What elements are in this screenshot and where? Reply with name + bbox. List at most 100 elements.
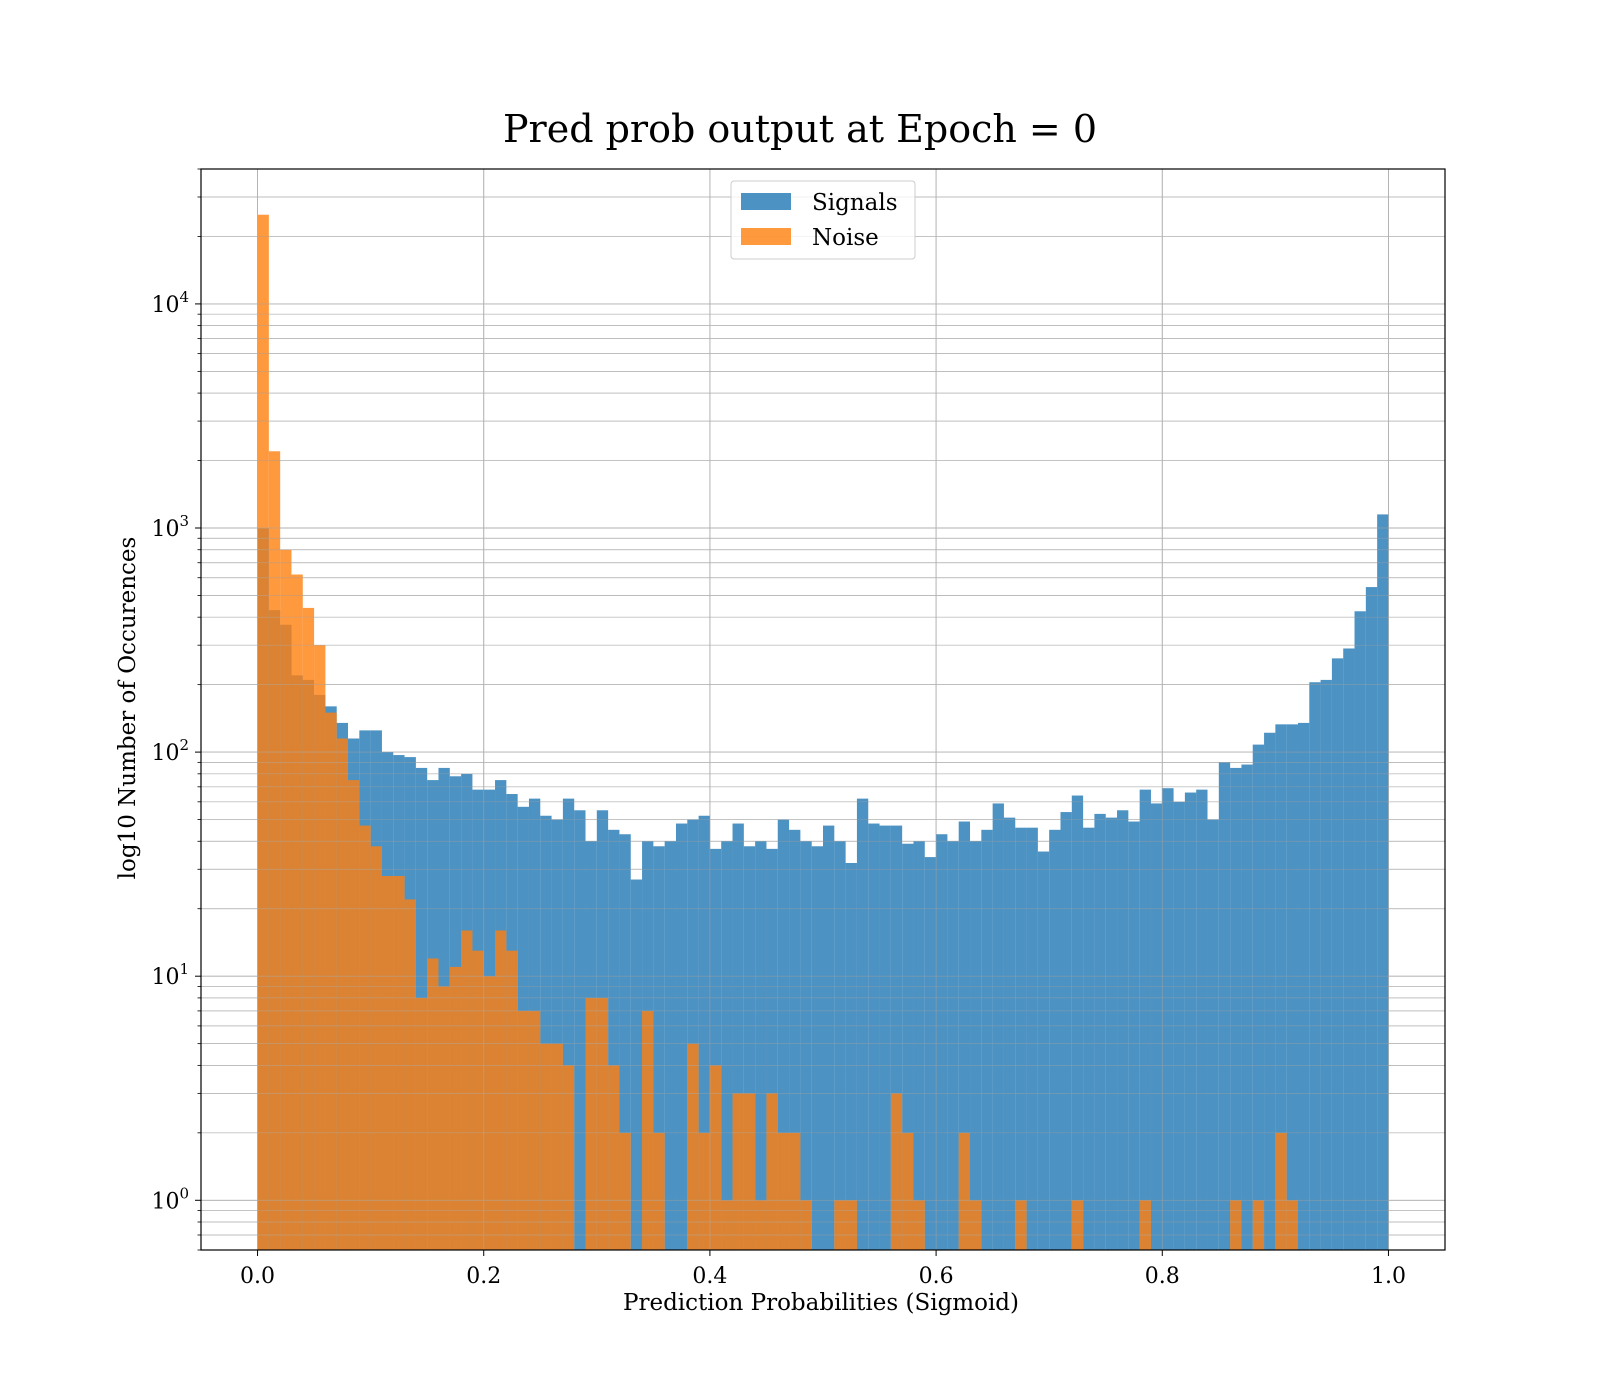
bar-signals: [1049, 829, 1061, 1250]
bar-noise: [970, 1200, 982, 1250]
bar-signals: [755, 841, 767, 1250]
bar-noise: [1230, 1200, 1242, 1250]
bar-signals: [562, 798, 575, 1250]
bar-signals: [1354, 611, 1366, 1250]
bar-noise: [709, 1065, 722, 1250]
x-tick-label: 0.6: [919, 1264, 954, 1289]
bar-signals: [698, 815, 710, 1250]
bar-signals: [653, 846, 665, 1250]
series-noise: [257, 214, 1298, 1251]
bar-signals: [664, 841, 676, 1250]
bar-noise: [495, 930, 507, 1250]
bar-signals: [992, 803, 1004, 1250]
bar-signals: [1286, 724, 1298, 1250]
bar-noise: [517, 1010, 529, 1250]
bar-noise: [562, 1065, 575, 1250]
bar-noise: [721, 1200, 733, 1250]
bar-signals: [868, 823, 880, 1250]
bar-signals: [1196, 789, 1208, 1250]
bar-signals: [890, 825, 903, 1250]
bar-signals: [1184, 792, 1197, 1250]
bar-signals: [709, 848, 722, 1250]
bar-signals: [1003, 817, 1016, 1250]
bar-noise: [1275, 1132, 1287, 1250]
bar-signals: [1275, 724, 1287, 1250]
bar-signals: [1139, 789, 1151, 1250]
bar-signals: [947, 841, 959, 1250]
bar-noise: [732, 1093, 744, 1250]
bar-noise: [325, 712, 337, 1250]
bars-layer: [257, 214, 1389, 1251]
legend-swatch-signals: [741, 193, 791, 210]
bar-noise: [890, 1093, 903, 1250]
bar-signals: [1037, 851, 1050, 1250]
bar-noise: [766, 1093, 778, 1250]
bar-noise: [585, 997, 597, 1250]
y-tick-label: 102: [151, 736, 189, 766]
y-tick-label: 103: [151, 512, 189, 542]
bar-noise: [268, 451, 281, 1251]
bar-signals: [608, 829, 620, 1250]
bar-signals: [540, 815, 552, 1250]
bar-noise: [404, 899, 416, 1250]
bar-signals: [1026, 827, 1038, 1250]
bar-noise: [642, 1010, 654, 1250]
bar-noise: [528, 1010, 541, 1250]
bar-signals: [675, 823, 688, 1250]
bar-noise: [302, 607, 315, 1250]
bar-signals: [1343, 648, 1355, 1250]
bar-signals: [823, 825, 835, 1250]
bar-noise: [348, 780, 360, 1250]
bar-signals: [811, 846, 823, 1250]
bar-noise: [596, 997, 609, 1250]
bar-signals: [879, 825, 891, 1250]
bar-noise: [743, 1093, 756, 1250]
bar-noise: [608, 1065, 620, 1250]
bar-signals: [834, 841, 846, 1250]
bar-noise: [902, 1132, 914, 1250]
bar-signals: [958, 821, 971, 1250]
bar-signals: [574, 810, 586, 1250]
bar-signals: [913, 841, 925, 1250]
bar-noise: [1015, 1200, 1027, 1250]
bar-signals: [845, 862, 857, 1250]
bar-signals: [1015, 827, 1027, 1250]
bar-signals: [800, 841, 812, 1250]
bar-noise: [438, 986, 450, 1250]
y-tick-label: 104: [151, 288, 189, 318]
bar-noise: [381, 875, 394, 1250]
bar-noise: [336, 738, 349, 1250]
bar-noise: [280, 549, 292, 1250]
bar-noise: [653, 1132, 665, 1250]
legend-label-noise: Noise: [812, 225, 879, 251]
bar-signals: [1207, 819, 1219, 1250]
bar-signals: [687, 819, 699, 1250]
bar-signals: [981, 829, 993, 1250]
bar-signals: [1071, 795, 1084, 1250]
bar-noise: [506, 950, 518, 1250]
bar-noise: [370, 846, 382, 1250]
axis-ticks: 0.0 0.2 0.4 0.6 0.8 1.0 100 101 102 103 104: [151, 168, 1406, 1289]
bar-noise: [845, 1200, 857, 1250]
bar-noise: [789, 1132, 801, 1250]
bar-signals: [630, 879, 643, 1250]
bar-signals: [789, 829, 801, 1250]
bar-noise: [472, 950, 484, 1250]
bar-signals: [1162, 788, 1174, 1250]
bar-signals: [743, 846, 756, 1250]
grid-overlay: [201, 168, 1445, 1251]
bar-noise: [913, 1200, 925, 1250]
bar-noise: [461, 930, 473, 1250]
bar-signals: [1377, 514, 1389, 1250]
bar-noise: [619, 1132, 631, 1250]
bar-signals: [1105, 817, 1118, 1250]
bar-signals: [902, 843, 914, 1250]
x-tick-label: 1.0: [1371, 1264, 1406, 1289]
bar-signals: [1060, 812, 1072, 1250]
bar-signals: [1083, 827, 1095, 1250]
bar-noise: [777, 1132, 790, 1250]
bar-noise: [359, 825, 371, 1250]
bar-signals: [766, 848, 778, 1250]
bar-signals: [1252, 744, 1265, 1250]
